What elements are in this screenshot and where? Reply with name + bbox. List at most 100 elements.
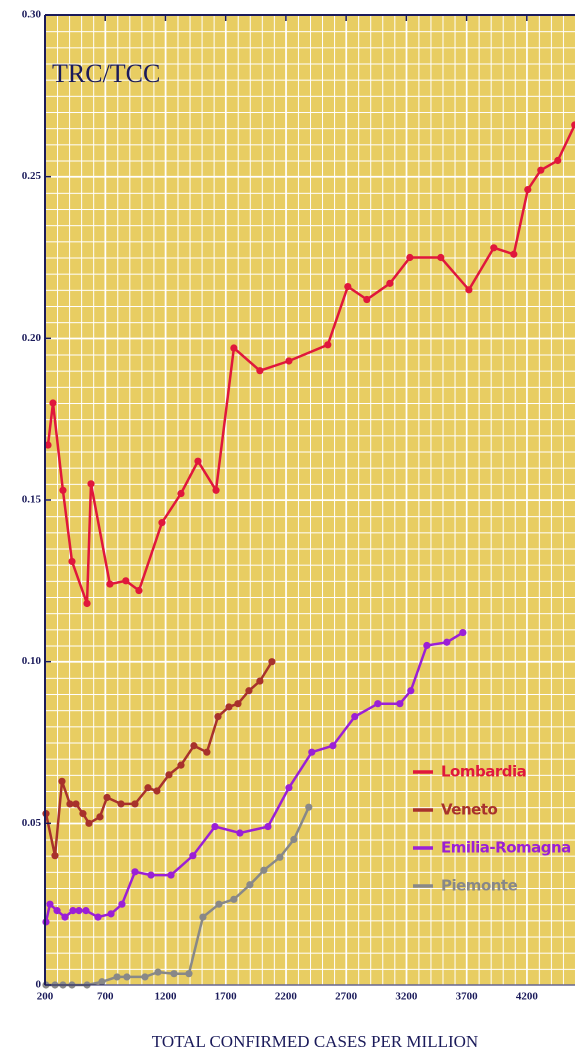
data-point (423, 641, 431, 650)
data-point (190, 742, 198, 750)
data-point (396, 700, 404, 708)
data-point (203, 748, 211, 756)
data-point (107, 910, 115, 918)
data-point (68, 557, 76, 566)
data-point (79, 810, 87, 818)
data-point (443, 638, 451, 646)
y-tick-label: 0.10 (22, 655, 42, 667)
data-point (131, 800, 139, 808)
data-point (177, 761, 185, 769)
data-point (194, 457, 202, 465)
data-point (437, 253, 445, 262)
data-point (329, 742, 337, 750)
data-point (165, 771, 173, 779)
data-point (246, 881, 254, 889)
data-point (459, 628, 467, 637)
x-axis-label: TOTAL CONFIRMED CASES PER MILLION (152, 1032, 478, 1051)
data-point (103, 793, 111, 802)
y-tick-label: 0.30 (22, 9, 42, 21)
data-point (256, 677, 264, 685)
data-point (374, 700, 382, 708)
legend-label: Emilia-Romagna (441, 839, 571, 857)
x-tick-label: 3700 (456, 991, 479, 1003)
data-point (113, 973, 121, 981)
data-point (290, 835, 298, 844)
data-point (407, 687, 415, 695)
x-tick-label: 2200 (275, 991, 298, 1003)
data-point (344, 283, 352, 291)
data-point (276, 853, 284, 861)
y-tick-label: 0.20 (22, 332, 42, 344)
data-point (83, 599, 91, 608)
data-point (285, 357, 293, 365)
data-point (69, 907, 77, 915)
y-tick-label: 0 (36, 979, 42, 991)
data-point (363, 295, 371, 304)
data-point (245, 687, 253, 695)
data-point (386, 279, 394, 287)
x-tick-label: 1200 (154, 991, 177, 1003)
data-point (51, 852, 59, 860)
x-tick-label: 3200 (395, 991, 418, 1003)
data-point (122, 577, 130, 585)
data-point (154, 968, 162, 976)
data-point (170, 970, 178, 978)
data-point (144, 784, 152, 792)
data-point (131, 868, 139, 876)
data-point (87, 480, 95, 488)
data-point (571, 121, 575, 129)
y-tick-label: 0.25 (22, 170, 42, 182)
data-point (58, 777, 66, 785)
data-point (94, 913, 102, 921)
data-point (225, 703, 233, 711)
data-point (189, 852, 197, 860)
data-point (147, 871, 155, 879)
data-point (260, 866, 268, 874)
data-point (85, 819, 93, 827)
data-point (177, 489, 185, 498)
data-point (510, 250, 518, 258)
data-point (53, 907, 61, 915)
data-point (285, 784, 293, 792)
x-tick-label: 1700 (215, 991, 238, 1003)
x-tick-label: 200 (37, 991, 54, 1003)
data-point (185, 970, 193, 978)
data-point (351, 713, 359, 721)
data-point (234, 700, 242, 708)
data-point (82, 907, 90, 915)
y-tick-label: 0.05 (22, 817, 42, 829)
data-point (66, 800, 74, 808)
data-point (324, 341, 332, 349)
data-point (199, 913, 207, 921)
data-point (153, 787, 161, 795)
data-point (212, 486, 220, 494)
data-point (236, 829, 244, 837)
data-point (465, 286, 473, 294)
data-point (59, 486, 67, 494)
data-point (158, 519, 166, 527)
chart-title: TRC/TCC (52, 59, 160, 88)
data-point (72, 800, 80, 808)
data-point (75, 907, 83, 915)
data-point (46, 900, 54, 908)
data-point (406, 253, 414, 262)
data-point (135, 586, 143, 595)
data-point (96, 813, 104, 821)
data-point (167, 871, 175, 879)
data-point (215, 900, 223, 908)
data-point (141, 973, 149, 981)
data-point (61, 913, 69, 921)
data-point (118, 900, 126, 908)
data-point (537, 166, 545, 174)
data-point (117, 800, 125, 808)
x-tick-label: 2700 (335, 991, 358, 1003)
data-point (308, 748, 316, 756)
data-point (214, 713, 222, 721)
data-point (123, 973, 131, 981)
legend-label: Lombardia (441, 763, 526, 781)
data-point (524, 186, 532, 194)
data-point (264, 822, 272, 831)
y-tick-label: 0.15 (22, 494, 42, 506)
data-point (44, 441, 52, 449)
